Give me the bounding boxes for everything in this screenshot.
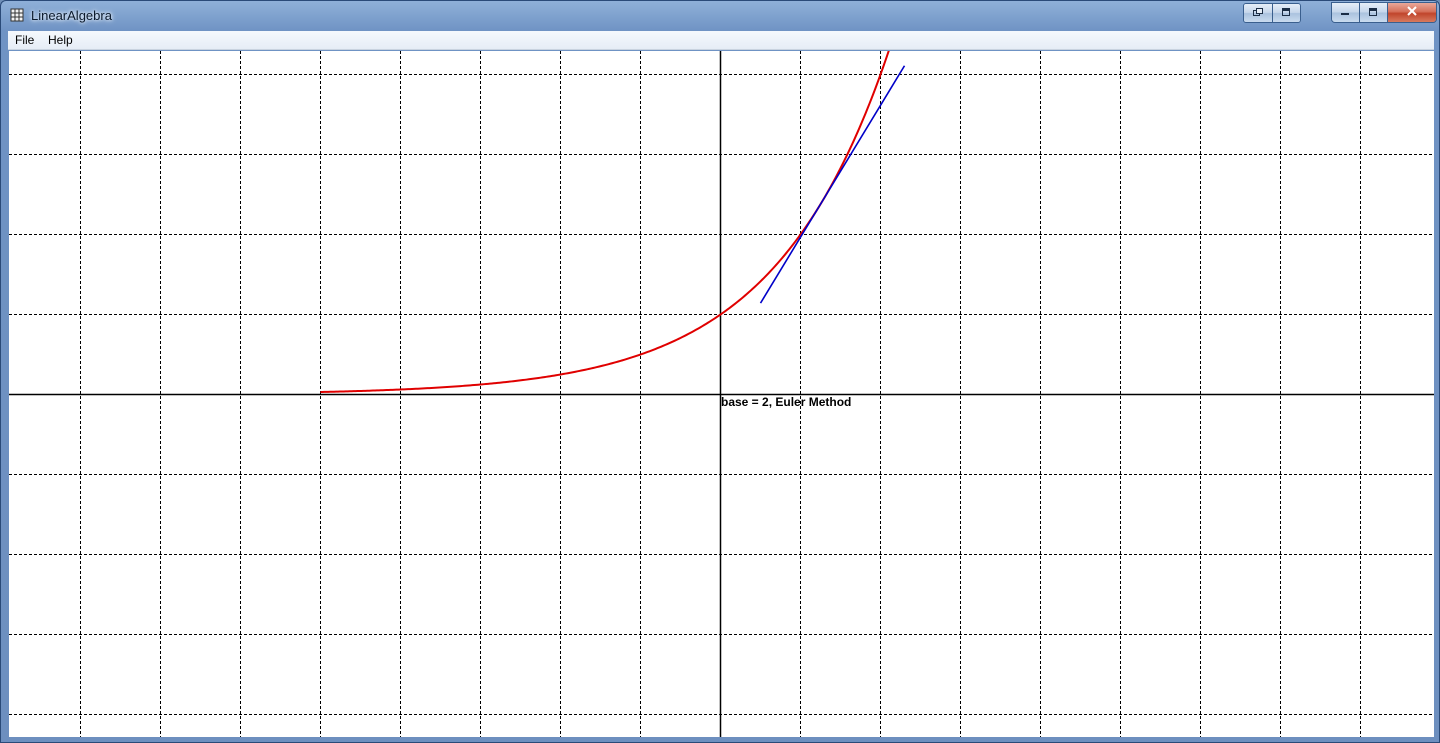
mdi-restore-button[interactable]	[1244, 4, 1273, 22]
close-button[interactable]	[1387, 3, 1436, 22]
tangent-line	[759, 65, 906, 304]
grid-app-icon[interactable]	[10, 8, 24, 22]
minimize-button[interactable]	[1332, 3, 1360, 22]
maximize-icon	[1367, 4, 1379, 22]
close-icon	[1405, 4, 1419, 22]
maximize-icon	[1280, 4, 1292, 22]
window-title: LinearAlgebra	[31, 8, 112, 23]
title-bar[interactable]: LinearAlgebra	[1, 1, 1439, 31]
menu-help[interactable]: Help	[48, 33, 73, 47]
plot-caption: base = 2, Euler Method	[721, 395, 852, 409]
exponential-curve	[320, 51, 890, 393]
menu-file[interactable]: File	[15, 33, 35, 47]
window-controls	[1331, 2, 1437, 23]
restore-icon	[1252, 4, 1264, 22]
maximize-button[interactable]	[1359, 3, 1388, 22]
mdi-maximize-button[interactable]	[1272, 4, 1300, 22]
mdi-controls	[1243, 3, 1301, 23]
plot-canvas[interactable]: base = 2, Euler Method	[9, 51, 1434, 737]
plot-svg	[9, 51, 1434, 737]
minimize-icon	[1339, 4, 1351, 22]
menu-bar: File Help	[8, 31, 1434, 50]
